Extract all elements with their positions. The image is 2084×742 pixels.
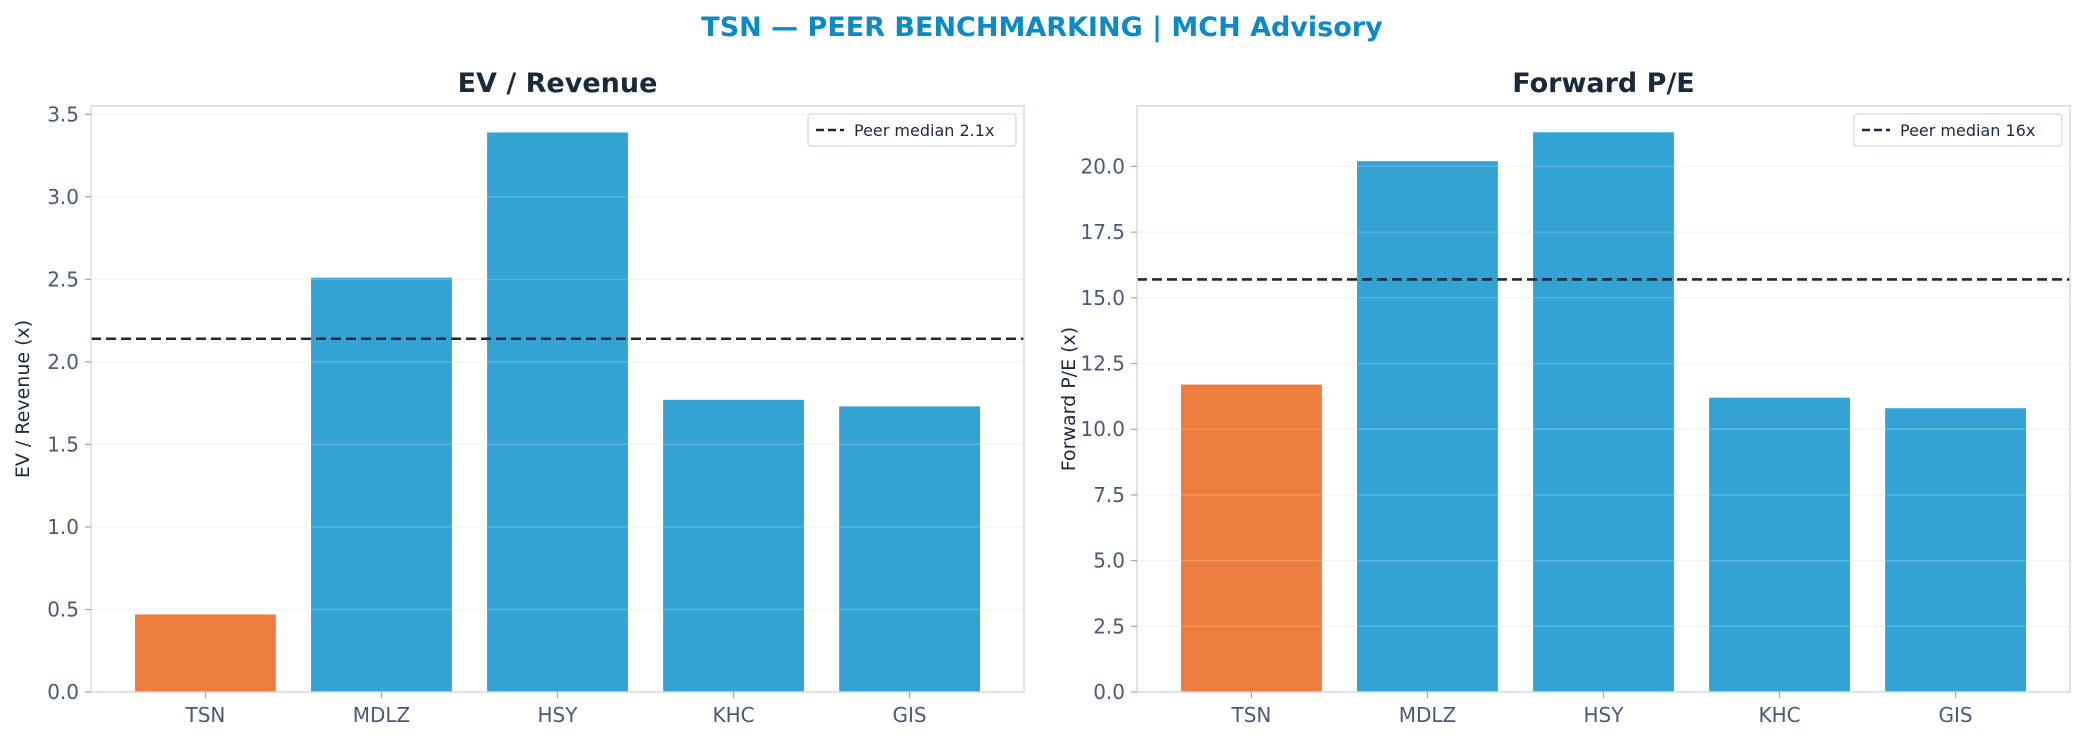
chart-ev-revenue: EV / Revenue EV / Revenue (x) 0.0 0.5 1.0 1… <box>12 68 1025 727</box>
y-tick-label: 12.5 <box>1080 352 1125 376</box>
y-tick-label: 0.5 <box>47 597 79 621</box>
bar-mdlz <box>311 277 452 692</box>
x-tick-label: KHC <box>712 703 754 727</box>
bar-mdlz <box>1357 161 1498 693</box>
x-tick-label: MDLZ <box>353 703 411 727</box>
bar-hsy <box>487 132 628 693</box>
figure-suptitle: TSN — PEER BENCHMARKING | MCH Advisory <box>701 12 1383 43</box>
y-tick-label: 1.0 <box>47 515 79 539</box>
x-tick-label: HSY <box>538 703 579 727</box>
y-tick-label: 15.0 <box>1080 286 1125 310</box>
chart-forward-pe: Forward P/E Forward P/E (x) 0.0 2.5 5.0 7.5… <box>1058 68 2071 727</box>
y-tick-label: 7.5 <box>1093 483 1125 507</box>
bar-gis <box>1885 408 2026 692</box>
y-tick-label: 2.0 <box>47 350 79 374</box>
y-axis-label: Forward P/E (x) <box>1058 327 1080 471</box>
bar-khc <box>663 399 804 692</box>
x-tick-label: TSN <box>184 703 225 727</box>
bar-gis <box>839 406 980 692</box>
y-tick-label: 1.5 <box>47 432 79 456</box>
bar-khc <box>1709 397 1850 692</box>
y-tick-label: 5.0 <box>1093 549 1125 573</box>
chart-title: Forward P/E <box>1512 68 1695 99</box>
legend: Peer median 16x <box>1853 113 2063 147</box>
x-tick-label: MDLZ <box>1399 703 1457 727</box>
y-tick-label: 2.5 <box>1093 614 1125 638</box>
x-tick-label: GIS <box>1939 703 1973 727</box>
y-tick-label: 0.0 <box>1093 680 1125 704</box>
y-tick-label: 20.0 <box>1080 154 1125 178</box>
y-tick-label: 3.5 <box>47 102 79 126</box>
y-tick-label: 0.0 <box>47 680 79 704</box>
x-tick-label: HSY <box>1584 703 1625 727</box>
y-tick-label: 10.0 <box>1080 417 1125 441</box>
bar-tsn <box>135 614 276 692</box>
y-tick-label: 17.5 <box>1080 220 1125 244</box>
y-tick-label: 2.5 <box>47 267 79 291</box>
bar-hsy <box>1533 132 1674 693</box>
legend-box <box>807 113 1017 147</box>
legend-label: Peer median 16x <box>1900 121 2035 140</box>
legend-label: Peer median 2.1x <box>854 121 994 140</box>
y-tick-label: 3.0 <box>47 185 79 209</box>
x-tick-label: GIS <box>893 703 927 727</box>
legend-box <box>1853 113 2063 147</box>
y-axis-label: EV / Revenue (x) <box>12 320 34 478</box>
bar-tsn <box>1181 384 1322 692</box>
chart-title: EV / Revenue <box>458 68 658 99</box>
x-tick-label: KHC <box>1758 703 1800 727</box>
legend: Peer median 2.1x <box>807 113 1017 147</box>
x-tick-label: TSN <box>1230 703 1271 727</box>
